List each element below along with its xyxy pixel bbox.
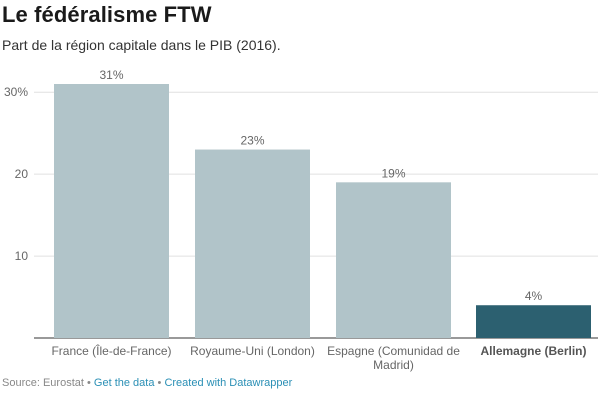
value-label: 31% <box>99 68 123 82</box>
y-tick-label: 20 <box>15 167 29 181</box>
bar[interactable] <box>54 84 169 338</box>
bar[interactable] <box>476 305 591 338</box>
bar[interactable] <box>195 149 310 338</box>
category-label: France (Île-de-France) <box>51 343 171 358</box>
bar[interactable] <box>336 182 451 338</box>
datawrapper-link[interactable]: Created with Datawrapper <box>164 377 293 389</box>
value-label: 4% <box>525 289 543 303</box>
category-label: Espagne (Comunidad de <box>327 344 460 358</box>
value-label: 19% <box>381 166 405 180</box>
category-label: Allemagne (Berlin) <box>480 344 586 358</box>
source-text: Source: Eurostat <box>2 377 84 389</box>
chart-subtitle: Part de la région capitale dans le PIB (… <box>2 37 281 53</box>
footer: Source: Eurostat • Get the data • Create… <box>2 377 292 389</box>
category-label: Royaume-Uni (London) <box>190 344 315 358</box>
bars <box>54 84 591 338</box>
y-tick-label: 30% <box>4 85 28 99</box>
labels: 10 20 30% 31% France (Île-de-France) 23% Royau… <box>4 68 587 372</box>
category-label: Madrid) <box>373 358 414 372</box>
footer-separator: • <box>157 377 162 389</box>
footer-separator: • <box>87 377 91 389</box>
get-data-link[interactable]: Get the data <box>93 377 155 389</box>
value-label: 23% <box>240 134 264 148</box>
chart-title: Le fédéralisme FTW <box>2 2 212 27</box>
y-tick-label: 10 <box>15 249 29 263</box>
